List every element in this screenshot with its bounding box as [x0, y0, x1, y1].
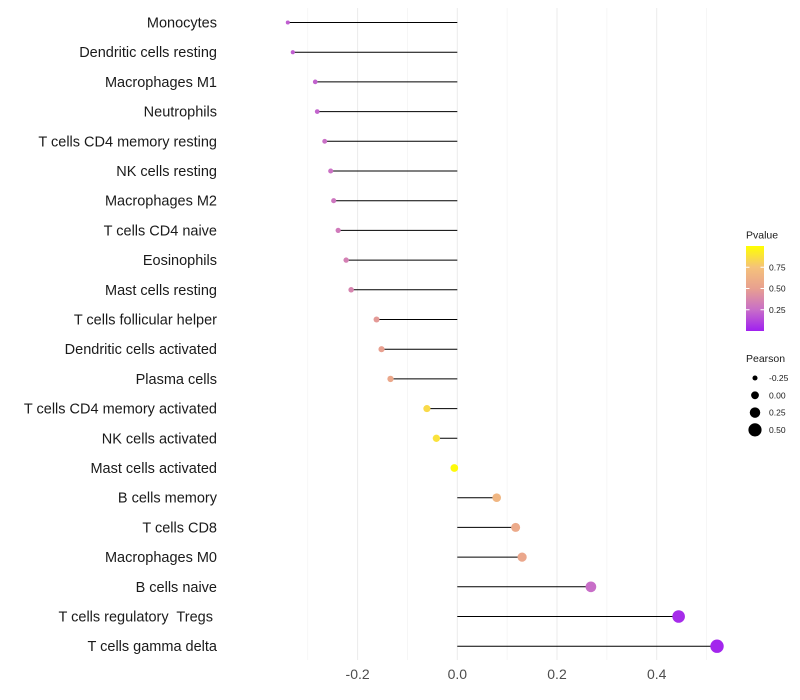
- legend-pearson-title: Pearson: [746, 353, 785, 365]
- colorbar-tick-label: 0.50: [769, 284, 786, 294]
- size-key-point: [752, 375, 758, 381]
- category-label: T cells CD4 naive: [104, 223, 217, 239]
- data-point: [450, 464, 459, 472]
- category-label: T cells regulatory Tregs: [59, 610, 218, 626]
- size-key-label: 0.25: [769, 408, 786, 418]
- lollipop-points: [285, 20, 724, 653]
- category-label: B cells naive: [136, 580, 217, 596]
- data-point: [710, 639, 724, 653]
- data-point: [328, 168, 334, 174]
- size-key-point: [749, 407, 761, 418]
- category-label: Mast cells activated: [90, 461, 217, 477]
- category-label: B cells memory: [118, 491, 218, 507]
- size-key-point: [748, 423, 762, 437]
- data-point: [348, 287, 354, 293]
- x-axis-ticks: -0.2 0.0 0.2 0.4: [346, 666, 667, 682]
- lollipop-stems: [287, 22, 718, 647]
- data-point: [511, 522, 521, 532]
- size-key-label: 0.50: [769, 425, 786, 435]
- x-tick-label: -0.2: [346, 666, 370, 682]
- data-point: [335, 227, 341, 233]
- category-label: Mast cells resting: [105, 283, 217, 299]
- data-point: [312, 79, 318, 85]
- data-point: [585, 581, 597, 593]
- legend-pvalue-title: Pvalue: [746, 230, 778, 242]
- data-point: [432, 434, 441, 442]
- category-label: Eosinophils: [143, 253, 217, 269]
- category-label: T cells CD4 memory activated: [24, 402, 217, 418]
- category-label: Plasma cells: [136, 372, 217, 388]
- category-label: Macrophages M2: [105, 194, 217, 210]
- category-label: T cells gamma delta: [88, 639, 218, 655]
- category-label: Macrophages M0: [105, 550, 217, 566]
- data-point: [290, 50, 295, 55]
- category-label: Neutrophils: [144, 105, 217, 121]
- grid-lines: [307, 8, 707, 660]
- legend-pearson: Pearson -0.25 0.00 0.25 0.50: [746, 353, 789, 437]
- category-label: T cells CD4 memory resting: [38, 134, 217, 150]
- data-point: [387, 375, 394, 383]
- colorbar-tick-label: 0.25: [769, 305, 786, 315]
- category-labels: Monocytes Dendritic cells resting Macropha…: [24, 16, 218, 656]
- category-label: NK cells activated: [102, 431, 217, 447]
- data-point: [322, 138, 328, 144]
- category-label: T cells follicular helper: [74, 313, 217, 329]
- category-label: Macrophages M1: [105, 75, 217, 91]
- category-label: Dendritic cells resting: [79, 45, 217, 61]
- data-point: [314, 109, 320, 114]
- legend-pvalue: Pvalue 0.75 0.50 0.25: [746, 230, 786, 331]
- data-point: [423, 405, 431, 413]
- legend-pvalue-colorbar: [746, 246, 764, 331]
- category-label: Dendritic cells activated: [65, 342, 217, 358]
- data-point: [517, 552, 527, 562]
- size-key-point: [751, 391, 759, 400]
- x-tick-label: 0.2: [547, 666, 567, 682]
- data-point: [492, 493, 502, 503]
- data-point: [373, 316, 380, 323]
- data-point: [285, 20, 290, 25]
- size-key-label: 0.00: [769, 390, 786, 400]
- data-point: [343, 257, 349, 263]
- category-label: T cells CD8: [142, 520, 217, 536]
- data-point: [672, 610, 685, 623]
- category-label: NK cells resting: [116, 164, 217, 180]
- data-point: [378, 346, 385, 353]
- x-tick-label: 0.0: [448, 666, 468, 682]
- x-tick-label: 0.4: [647, 666, 667, 682]
- data-point: [331, 198, 337, 204]
- size-key-label: -0.25: [769, 373, 789, 383]
- colorbar-tick-label: 0.75: [769, 262, 786, 272]
- category-label: Monocytes: [147, 16, 217, 32]
